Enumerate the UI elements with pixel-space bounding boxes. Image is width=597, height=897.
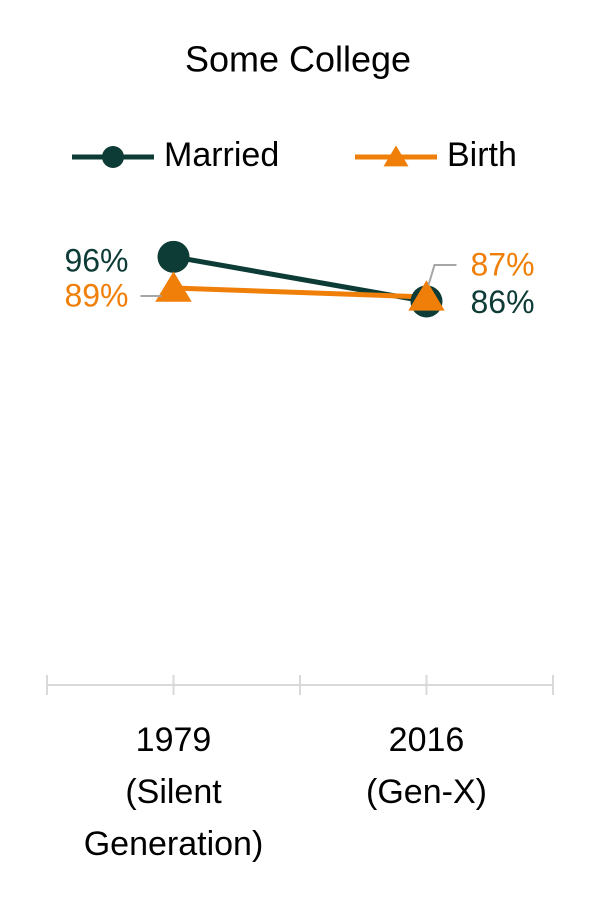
data-label: 89% [64, 278, 128, 314]
marker [408, 280, 445, 311]
marker [383, 145, 409, 167]
legend-label: Birth [447, 136, 517, 174]
data-label: 86% [471, 284, 535, 320]
series-line [173, 285, 427, 300]
leader-line [427, 263, 457, 286]
legend-label: Married [164, 136, 279, 174]
data-label: 87% [471, 246, 535, 282]
data-label: 96% [64, 242, 128, 278]
marker [102, 146, 124, 168]
x-tick-label: (Silent [125, 773, 222, 811]
x-tick-label: 2016 [389, 721, 465, 759]
x-tick-label: (Gen-X) [366, 773, 487, 811]
chart-title: Some College [185, 39, 411, 80]
marker [155, 271, 192, 302]
x-tick-label: 1979 [136, 721, 212, 759]
marker [157, 240, 190, 273]
x-tick-label: Generation) [84, 825, 264, 863]
